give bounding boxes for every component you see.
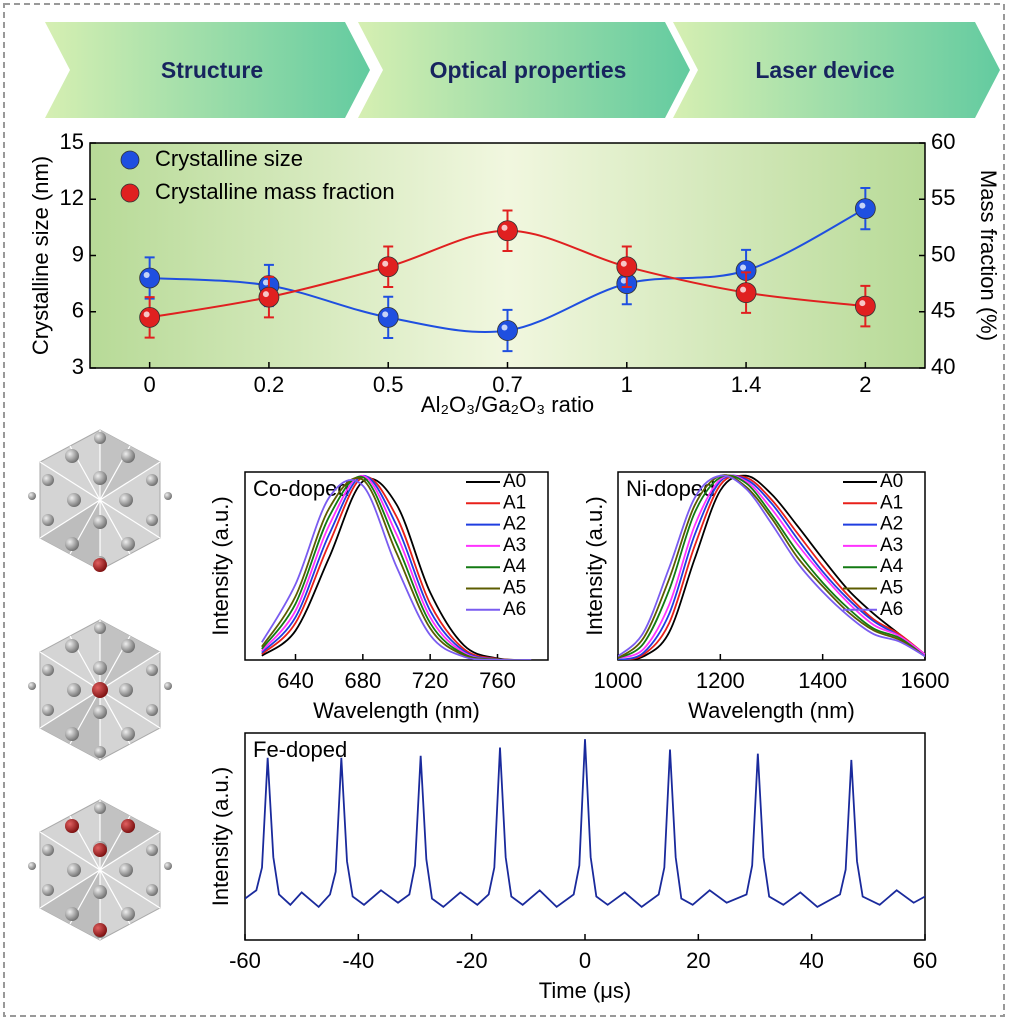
x-tick-label: -60: [229, 948, 261, 973]
point: [378, 307, 398, 327]
point: [617, 257, 637, 277]
point: [259, 287, 279, 307]
x-tick-label: 640: [277, 668, 314, 693]
point-highlight: [859, 203, 865, 209]
legend-label: A5: [503, 578, 526, 599]
y-tick-label: 6: [72, 298, 84, 323]
x-axis-label: Al₂O₃/Ga₂O₃ ratio: [421, 392, 594, 417]
y-axis-label: Intensity (a.u.): [208, 496, 233, 635]
dopant: [92, 682, 108, 698]
x-tick-label: 1000: [594, 668, 643, 693]
point-highlight: [263, 291, 269, 297]
series-line: [262, 480, 531, 660]
x-tick-label: 1200: [696, 668, 745, 693]
legend-label: A1: [880, 492, 903, 513]
point-highlight: [621, 261, 627, 267]
point: [736, 283, 756, 303]
legend-label: A6: [880, 599, 903, 620]
banner-label: Structure: [161, 57, 263, 83]
x-tick-label: 0: [144, 372, 156, 397]
y-tick-label: 9: [72, 241, 84, 266]
legend-label: A6: [503, 599, 526, 620]
x-axis-label: Time (μs): [539, 978, 632, 1003]
point-highlight: [740, 287, 746, 293]
point: [378, 257, 398, 277]
banner: Structure Optical properties Laser devic…: [45, 22, 1000, 118]
legend-label: A5: [880, 578, 903, 599]
x-tick-label: 20: [686, 948, 710, 973]
plot-frame: [245, 733, 925, 940]
legend-label: A4: [880, 556, 904, 577]
legend-marker: [121, 184, 139, 202]
point-highlight: [144, 272, 150, 278]
x-tick-label: 1400: [798, 668, 847, 693]
x-tick-label: -20: [456, 948, 488, 973]
x-tick-label: 0.5: [373, 372, 404, 397]
legend-label: A1: [503, 492, 526, 513]
point-highlight: [859, 300, 865, 306]
x-tick-label: 680: [344, 668, 381, 693]
x-tick-label: 1: [621, 372, 633, 397]
figure: Structure Optical properties Laser devic…: [0, 0, 1009, 1021]
x-axis-label: Wavelength (nm): [313, 698, 480, 723]
point: [140, 307, 160, 327]
point-highlight: [382, 311, 388, 317]
crystal: [28, 430, 172, 570]
x-tick-label: 60: [913, 948, 937, 973]
banner-label: Laser device: [755, 57, 894, 83]
point: [855, 199, 875, 219]
point: [498, 221, 518, 241]
legend-label: Crystalline size: [155, 146, 303, 171]
y-axis-label: Intensity (a.u.): [582, 496, 607, 635]
legend-marker: [121, 151, 139, 169]
x-tick-label: 2: [859, 372, 871, 397]
legend-label: A3: [880, 535, 903, 556]
y2-tick-label: 40: [931, 354, 955, 379]
y-tick-label: 15: [60, 129, 84, 154]
point-highlight: [502, 225, 508, 231]
y2-tick-label: 60: [931, 129, 955, 154]
y-axis-label: Intensity (a.u.): [208, 767, 233, 906]
y2-axis-label: Mass fraction (%): [976, 170, 1001, 341]
y2-tick-label: 45: [931, 298, 955, 323]
legend-label: A0: [880, 471, 903, 492]
point: [140, 268, 160, 288]
y-axis-label: Crystalline size (nm): [28, 156, 53, 355]
crystal-structures: [28, 430, 172, 940]
point-highlight: [740, 265, 746, 271]
legend-label: A0: [503, 471, 526, 492]
point: [855, 296, 875, 316]
x-tick-label: 1.4: [731, 372, 762, 397]
y2-tick-label: 50: [931, 241, 955, 266]
legend-label: A2: [880, 514, 903, 535]
banner-label: Optical properties: [430, 57, 627, 83]
legend-label: Crystalline mass fraction: [155, 179, 395, 204]
x-tick-label: 0.2: [254, 372, 285, 397]
x-tick-label: 40: [799, 948, 823, 973]
y2-tick-label: 55: [931, 185, 955, 210]
legend-label: A3: [503, 535, 526, 556]
point-highlight: [382, 261, 388, 267]
x-axis-label: Wavelength (nm): [688, 698, 855, 723]
point: [498, 321, 518, 341]
point-highlight: [502, 325, 508, 331]
point-highlight: [144, 311, 150, 317]
legend-label: A4: [503, 556, 527, 577]
x-tick-label: 720: [412, 668, 449, 693]
series-line: [245, 739, 925, 907]
x-tick-label: 760: [479, 668, 516, 693]
y-tick-label: 3: [72, 354, 84, 379]
y-tick-label: 12: [60, 185, 84, 210]
legend-label: A2: [503, 514, 526, 535]
x-tick-label: 0: [579, 948, 591, 973]
x-tick-label: -40: [342, 948, 374, 973]
x-tick-label: 1600: [901, 668, 950, 693]
dopant: [93, 558, 107, 572]
crystal: [28, 800, 172, 940]
